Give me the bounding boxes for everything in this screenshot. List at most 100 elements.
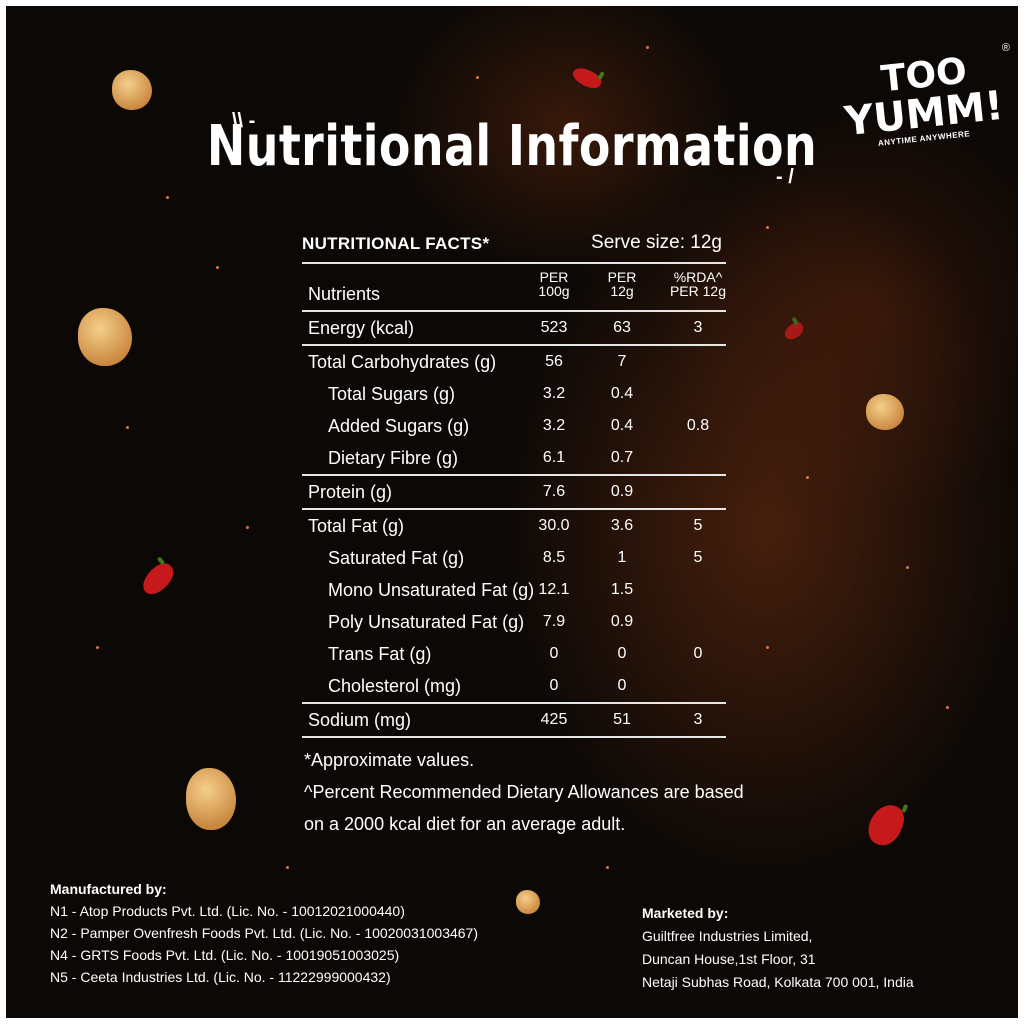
col-rda: %RDA^ PER 12g [660, 270, 736, 298]
value-per-100g: 3.2 [542, 417, 566, 434]
col-per-12g: PER 12g [592, 270, 652, 298]
value-per-100g: 7.9 [542, 613, 566, 630]
spark-decoration [126, 426, 129, 429]
table-row-saturated-fat: Saturated Fat (g) 8.5 1 5 [302, 542, 726, 574]
divider [302, 310, 726, 312]
col-per-100g: PER 100g [524, 270, 584, 298]
table-row-mono-unsaturated-fat: Mono Unsaturated Fat (g) 12.1 1.5 [302, 574, 726, 606]
page-title: Nutritional Information [206, 114, 818, 179]
snack-piece-decoration [866, 394, 904, 430]
row-label: Added Sugars (g) [328, 416, 470, 436]
col-rda-top: %RDA^ [673, 269, 723, 285]
marketed-heading: Marketed by: [642, 905, 729, 921]
value-per-12g: 1.5 [610, 581, 634, 598]
row-label: Energy (kcal) [308, 318, 415, 338]
footnote-rda-2: on a 2000 kcal diet for an average adult… [304, 814, 626, 834]
manufacturer-line: N1 - Atop Products Pvt. Ltd. (Lic. No. -… [50, 903, 405, 919]
value-per-100g: 425 [540, 711, 568, 728]
divider [302, 508, 726, 510]
table-row-cholesterol: Cholesterol (mg) 0 0 [302, 670, 726, 702]
value-per-12g: 0.4 [610, 417, 634, 434]
value-per-100g: 0 [549, 645, 559, 662]
divider [302, 702, 726, 704]
row-label: Sodium (mg) [308, 710, 412, 730]
divider [302, 474, 726, 476]
value-rda: 5 [693, 549, 703, 566]
divider [302, 344, 726, 346]
table-row-added-sugars: Added Sugars (g) 3.2 0.4 0.8 [302, 410, 726, 442]
manufacturer-line: N5 - Ceeta Industries Ltd. (Lic. No. - 1… [50, 969, 391, 985]
value-per-12g: 0.7 [610, 449, 634, 466]
spark-decoration [96, 646, 99, 649]
value-per-12g: 1 [617, 549, 627, 566]
table-row-total-fat: Total Fat (g) 30.0 3.6 5 [302, 510, 726, 542]
spark-decoration [476, 76, 479, 79]
value-per-100g: 523 [540, 319, 568, 336]
value-per-100g: 30.0 [538, 517, 570, 534]
row-label: Mono Unsaturated Fat (g) [328, 580, 535, 600]
value-per-12g: 3.6 [610, 517, 634, 534]
row-label: Total Fat (g) [308, 516, 405, 536]
value-per-12g: 7 [617, 353, 627, 370]
row-label: Total Sugars (g) [328, 384, 456, 404]
title-sparkle-right: ‑ / [776, 166, 794, 188]
value-rda: 3 [693, 711, 703, 728]
spark-decoration [906, 566, 909, 569]
col-per-12g-top: PER [607, 269, 637, 285]
table-row-trans-fat: Trans Fat (g) 0 0 0 [302, 638, 726, 670]
value-per-12g: 63 [613, 319, 631, 336]
col-rda-bottom: PER 12g [669, 283, 727, 299]
footnotes: *Approximate values. ^Percent Recommende… [304, 744, 744, 840]
col-per-12g-bottom: 12g [610, 283, 634, 299]
table-row-dietary-fibre: Dietary Fibre (g) 6.1 0.7 [302, 442, 726, 474]
value-per-12g: 0 [617, 645, 627, 662]
chili-decoration [570, 63, 604, 93]
table-row-poly-unsaturated-fat: Poly Unsaturated Fat (g) 7.9 0.9 [302, 606, 726, 638]
row-label: Poly Unsaturated Fat (g) [328, 612, 525, 632]
value-rda: 0 [693, 645, 703, 662]
label-panel: \\ ‑ Nutritional Information ‑ / TOO YUM… [6, 6, 1018, 1018]
table-row-total-sugars: Total Sugars (g) 3.2 0.4 [302, 378, 726, 410]
facts-heading: NUTRITIONAL FACTS* [302, 234, 490, 253]
chili-decoration [863, 799, 909, 851]
snack-piece-decoration [112, 70, 152, 110]
value-per-100g: 56 [545, 353, 563, 370]
value-rda: 5 [693, 517, 703, 534]
spark-decoration [286, 866, 289, 869]
marketer-line: Guiltfree Industries Limited, [642, 928, 813, 944]
manufacturer-line: N4 - GRTS Foods Pvt. Ltd. (Lic. No. - 10… [50, 947, 400, 963]
footnote-approx: *Approximate values. [304, 750, 475, 770]
spark-decoration [166, 196, 169, 199]
spark-decoration [606, 866, 609, 869]
spark-decoration [646, 46, 649, 49]
spark-decoration [766, 226, 769, 229]
value-per-12g: 51 [613, 711, 631, 728]
value-per-12g: 0.9 [610, 483, 634, 500]
row-label: Protein (g) [308, 482, 393, 502]
spark-decoration [946, 706, 949, 709]
marketer-line: Duncan House,1st Floor, 31 [642, 951, 816, 967]
value-rda: 3 [693, 319, 703, 336]
value-per-100g: 8.5 [542, 549, 566, 566]
table-row-carbohydrates: Total Carbohydrates (g) 56 7 [302, 346, 726, 378]
manufactured-by: Manufactured by: N1 - Atop Products Pvt.… [50, 878, 478, 988]
title-sparkle-left: \\ ‑ [232, 110, 256, 132]
table-row-energy: Energy (kcal) 523 63 3 [302, 312, 726, 344]
nutrition-facts-table: NUTRITIONAL FACTS* Serve size: 12g Nutri… [302, 228, 726, 738]
chili-decoration [781, 319, 807, 343]
value-per-100g: 0 [549, 677, 559, 694]
snack-piece-decoration [186, 768, 236, 830]
table-row-sodium: Sodium (mg) 425 51 3 [302, 704, 726, 736]
spark-decoration [246, 526, 249, 529]
marketed-by: Marketed by: Guiltfree Industries Limite… [642, 902, 914, 994]
spark-decoration [806, 476, 809, 479]
marketer-line: Netaji Subhas Road, Kolkata 700 001, Ind… [642, 974, 914, 990]
value-per-12g: 0 [617, 677, 627, 694]
value-per-100g: 3.2 [542, 385, 566, 402]
value-per-12g: 0.4 [610, 385, 634, 402]
footnote-rda-1: ^Percent Recommended Dietary Allowances … [304, 782, 744, 802]
row-label: Dietary Fibre (g) [328, 448, 459, 468]
spark-decoration [766, 646, 769, 649]
facts-header: NUTRITIONAL FACTS* Serve size: 12g [302, 228, 726, 262]
serve-size: Serve size: 12g [591, 232, 722, 253]
